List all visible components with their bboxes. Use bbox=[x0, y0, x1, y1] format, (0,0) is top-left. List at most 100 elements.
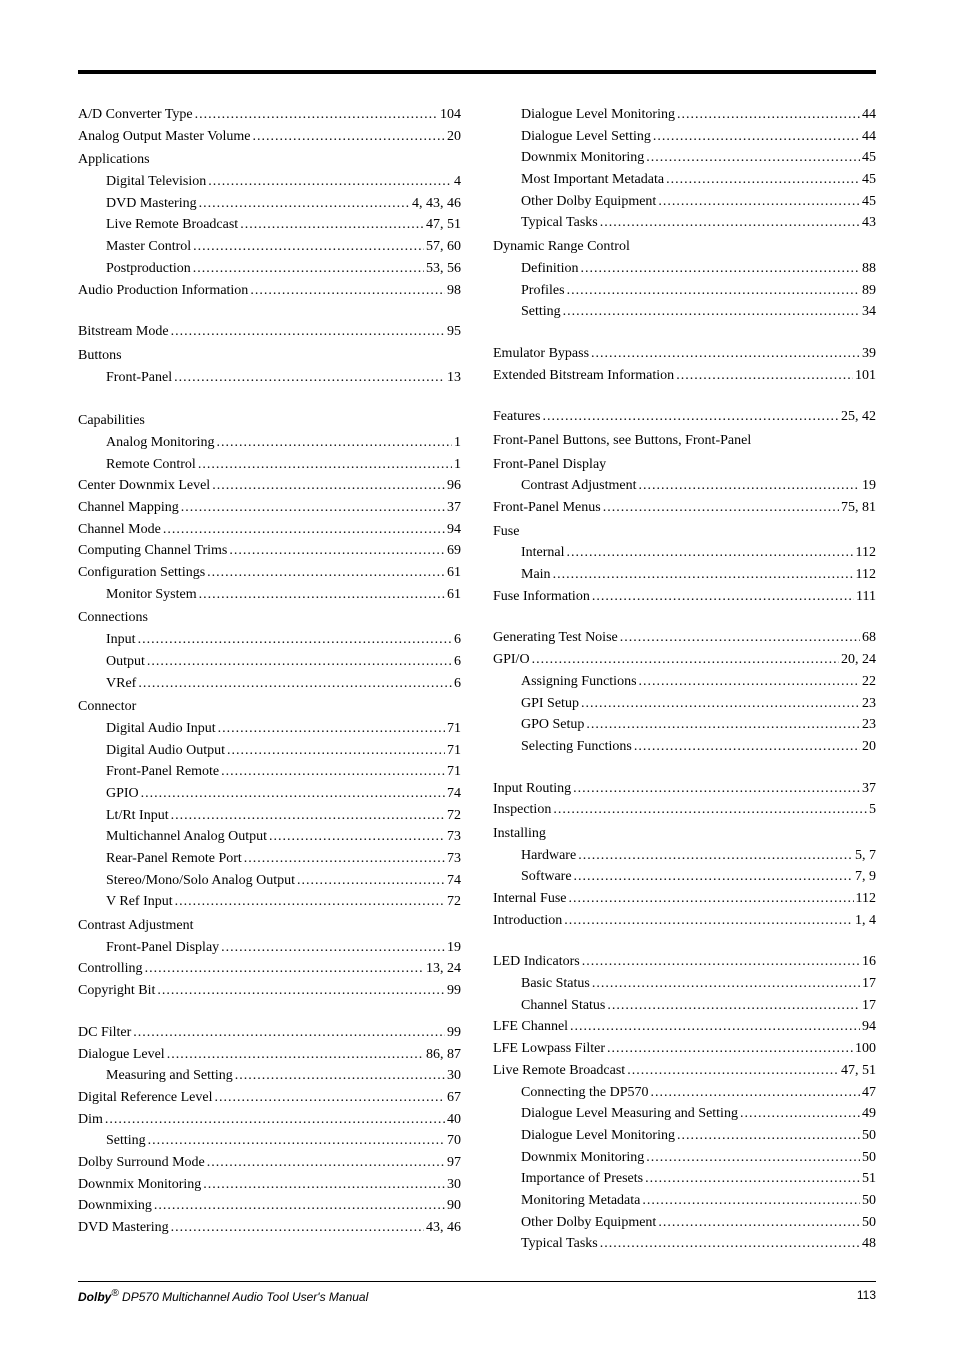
index-entry-pages: 89 bbox=[860, 280, 876, 302]
index-entry-label: Most Important Metadata bbox=[521, 169, 664, 191]
leader-dots bbox=[625, 1060, 839, 1082]
index-entry: Dialogue Level86, 87 bbox=[78, 1044, 461, 1066]
index-spacer bbox=[493, 386, 876, 406]
index-entry-pages: 68 bbox=[860, 627, 876, 649]
leader-dots bbox=[562, 910, 853, 932]
leader-dots bbox=[136, 629, 452, 651]
index-entry-pages: 40 bbox=[445, 1109, 461, 1131]
index-entry-label: Hardware bbox=[521, 845, 576, 867]
index-entry: LED Indicators16 bbox=[493, 951, 876, 973]
index-entry: Front-Panel 13 bbox=[78, 367, 461, 389]
index-entry-label: Front-Panel Menus bbox=[493, 497, 601, 519]
leader-dots bbox=[637, 475, 861, 497]
index-entry: Measuring and Setting30 bbox=[78, 1065, 461, 1087]
index-entry-pages: 71 bbox=[445, 761, 461, 783]
index-entry-pages: 48 bbox=[860, 1233, 876, 1255]
index-entry-label: V Ref Input bbox=[106, 891, 173, 913]
leader-dots bbox=[191, 236, 424, 258]
index-entry-pages: 90 bbox=[445, 1195, 461, 1217]
leader-dots bbox=[155, 980, 445, 1002]
index-spacer bbox=[493, 758, 876, 778]
index-entry-label: Definition bbox=[521, 258, 579, 280]
index-entry-label: Front-Panel bbox=[106, 367, 172, 389]
index-entry-pages: 70 bbox=[445, 1130, 461, 1152]
leader-dots bbox=[193, 104, 438, 126]
leader-dots bbox=[675, 1125, 860, 1147]
index-entry-pages: 72 bbox=[445, 891, 461, 913]
leader-dots bbox=[605, 1038, 853, 1060]
index-entry-pages: 104 bbox=[438, 104, 461, 126]
index-entry-label: Introduction bbox=[493, 910, 562, 932]
index-entry: Front-Panel Remote71 bbox=[78, 761, 461, 783]
index-entry: Setting34 bbox=[493, 301, 876, 323]
index-entry: Bitstream Mode95 bbox=[78, 321, 461, 343]
index-entry-label: Lt/Rt Input bbox=[106, 805, 169, 827]
leader-dots bbox=[530, 649, 839, 671]
leader-dots bbox=[632, 736, 860, 758]
leader-dots bbox=[598, 212, 860, 234]
leader-dots bbox=[191, 258, 424, 280]
leader-dots bbox=[267, 826, 445, 848]
index-entry-pages: 13 bbox=[445, 367, 461, 389]
index-entry-pages: 17 bbox=[860, 995, 876, 1017]
leader-dots bbox=[674, 365, 853, 387]
index-entry: Dialogue Level Measuring and Setting49 bbox=[493, 1103, 876, 1125]
leader-dots bbox=[238, 214, 424, 236]
index-entry-pages: 22 bbox=[860, 671, 876, 693]
index-entry-pages: 43 bbox=[860, 212, 876, 234]
index-entry: Other Dolby Equipment50 bbox=[493, 1212, 876, 1234]
leader-dots bbox=[251, 126, 445, 148]
leader-dots bbox=[152, 1195, 445, 1217]
index-entry: Dialogue Level Monitoring50 bbox=[493, 1125, 876, 1147]
index-entry: Digital Reference Level67 bbox=[78, 1087, 461, 1109]
leader-dots bbox=[644, 1147, 860, 1169]
index-entry: Rear-Panel Remote Port73 bbox=[78, 848, 461, 870]
leader-dots bbox=[295, 870, 445, 892]
index-entry: Input Routing37 bbox=[493, 778, 876, 800]
footer-left: Dolby® DP570 Multichannel Audio Tool Use… bbox=[78, 1288, 368, 1304]
index-heading: Front-Panel Buttons, see Buttons, Front-… bbox=[493, 430, 876, 452]
index-entry: Channel Status17 bbox=[493, 995, 876, 1017]
index-entry-pages: 71 bbox=[445, 718, 461, 740]
index-entry: Computing Channel Trims69 bbox=[78, 540, 461, 562]
index-entry: Copyright Bit99 bbox=[78, 980, 461, 1002]
index-entry-label: LFE Channel bbox=[493, 1016, 568, 1038]
index-entry-label: Profiles bbox=[521, 280, 565, 302]
index-entry: Master Control57, 60 bbox=[78, 236, 461, 258]
leader-dots bbox=[173, 891, 445, 913]
leader-dots bbox=[146, 1130, 445, 1152]
leader-dots bbox=[201, 1174, 445, 1196]
index-entry-label: Output bbox=[106, 651, 145, 673]
index-entry-pages: 50 bbox=[860, 1190, 876, 1212]
index-entry: Downmixing90 bbox=[78, 1195, 461, 1217]
index-entry-label: Front-Panel Display bbox=[106, 937, 219, 959]
index-spacer bbox=[78, 388, 461, 408]
index-entry: Output6 bbox=[78, 651, 461, 673]
index-entry-label: DC Filter bbox=[78, 1022, 131, 1044]
index-entry-pages: 37 bbox=[445, 497, 461, 519]
index-columns: A/D Converter Type104Analog Output Maste… bbox=[78, 104, 876, 1255]
leader-dots bbox=[598, 1233, 860, 1255]
leader-dots bbox=[568, 1016, 860, 1038]
index-entry-label: Assigning Functions bbox=[521, 671, 637, 693]
index-entry-label: Dialogue Level Measuring and Setting bbox=[521, 1103, 738, 1125]
index-entry-label: Dim bbox=[78, 1109, 103, 1131]
index-entry-pages: 74 bbox=[445, 870, 461, 892]
index-entry: Contrast Adjustment19 bbox=[493, 475, 876, 497]
index-entry-pages: 16 bbox=[860, 951, 876, 973]
index-entry-pages: 19 bbox=[445, 937, 461, 959]
index-entry-label: Connecting the DP570 bbox=[521, 1082, 649, 1104]
leader-dots bbox=[169, 321, 445, 343]
index-entry-pages: 5, 7 bbox=[853, 845, 876, 867]
index-entry-pages: 75, 81 bbox=[839, 497, 876, 519]
index-entry-label: Rear-Panel Remote Port bbox=[106, 848, 242, 870]
index-entry: Most Important Metadata45 bbox=[493, 169, 876, 191]
index-entry-label: Center Downmix Level bbox=[78, 475, 210, 497]
index-entry: Setting70 bbox=[78, 1130, 461, 1152]
index-entry-pages: 6 bbox=[452, 673, 461, 695]
leader-dots bbox=[233, 1065, 445, 1087]
index-entry: DVD Mastering43, 46 bbox=[78, 1217, 461, 1239]
leader-dots bbox=[540, 406, 839, 428]
index-entry-label: Features bbox=[493, 406, 540, 428]
index-entry-label: Measuring and Setting bbox=[106, 1065, 233, 1087]
